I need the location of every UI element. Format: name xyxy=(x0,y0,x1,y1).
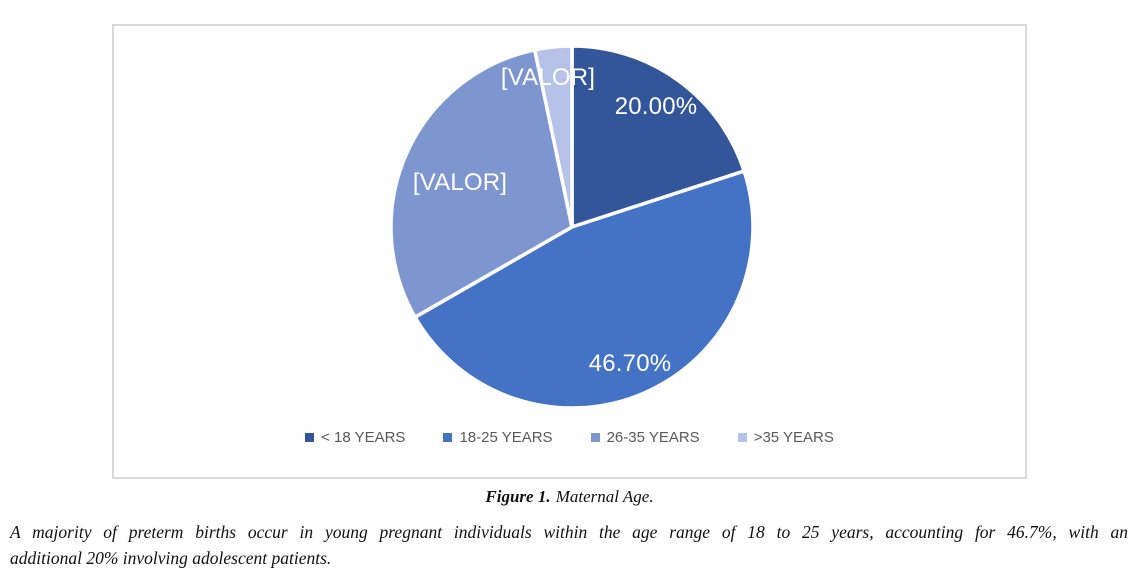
figure-description: A majority of preterm births occur in yo… xyxy=(10,519,1128,571)
legend-label-over-35: >35 YEARS xyxy=(753,429,834,446)
chart-legend: < 18 YEARS 18-25 YEARS 26-35 YEARS >35 Y… xyxy=(114,429,1025,446)
pie-slice-1 xyxy=(413,169,755,410)
pie-chart xyxy=(389,44,755,410)
legend-item-18-25: 18-25 YEARS xyxy=(443,429,553,446)
legend-item-under-18: < 18 YEARS xyxy=(305,429,405,446)
legend-label-18-25: 18-25 YEARS xyxy=(459,429,553,446)
legend-item-26-35: 26-35 YEARS xyxy=(590,429,700,446)
legend-swatch-under-18-icon xyxy=(305,433,315,442)
chart-area: 20.00% 46.70% [VALOR] [VALOR] < 18 YEARS… xyxy=(112,24,1027,479)
pie-slice-2 xyxy=(389,48,574,319)
figure-caption: Figure 1. Maternal Age. xyxy=(0,487,1139,507)
slice-label-26-35: [VALOR] xyxy=(412,169,508,196)
legend-swatch-18-25-icon xyxy=(443,433,453,442)
legend-label-under-18: < 18 YEARS xyxy=(321,429,406,446)
slice-label-18-25: 46.70% xyxy=(588,350,672,377)
legend-swatch-over-35-icon xyxy=(737,433,747,442)
legend-label-26-35: 26-35 YEARS xyxy=(606,429,700,446)
slice-label-over-35: [VALOR] xyxy=(500,64,596,91)
legend-swatch-26-35-icon xyxy=(590,433,600,442)
figure-caption-title: Maternal Age. xyxy=(555,487,654,506)
pie-slice-3 xyxy=(532,44,574,229)
figure-caption-number: Figure 1. xyxy=(485,487,551,506)
figure-description-line-2: additional 20% involving adolescent pati… xyxy=(10,548,332,568)
slice-label-under-18: 20.00% xyxy=(614,93,698,120)
legend-item-over-35: >35 YEARS xyxy=(737,429,834,446)
pie-slice-0 xyxy=(570,44,746,229)
figure-description-line-1: A majority of preterm births occur in yo… xyxy=(10,522,1128,542)
